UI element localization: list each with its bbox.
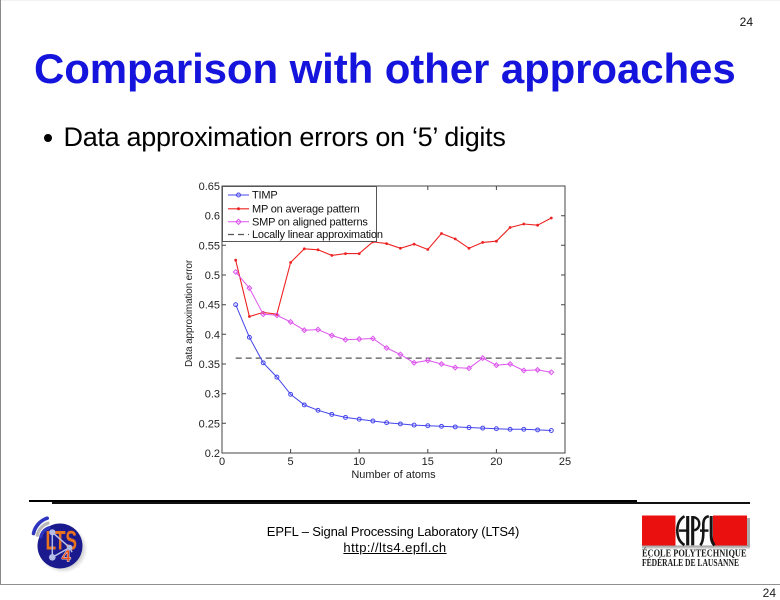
svg-text:0.35: 0.35	[199, 359, 220, 371]
svg-text:MP on average pattern: MP on average pattern	[252, 203, 360, 215]
svg-text:Data approximation error: Data approximation error	[184, 259, 195, 367]
svg-text:TIMP: TIMP	[252, 190, 277, 202]
svg-text:FÉDÉRALE DE LAUSANNE: FÉDÉRALE DE LAUSANNE	[642, 557, 739, 569]
svg-text:0.65: 0.65	[199, 181, 220, 193]
svg-text:15: 15	[422, 456, 434, 468]
svg-text:20: 20	[490, 456, 502, 468]
svg-text:0: 0	[219, 456, 225, 468]
svg-text:0.6: 0.6	[205, 211, 220, 223]
svg-text:0.45: 0.45	[199, 300, 220, 312]
svg-text:5: 5	[288, 456, 294, 468]
svg-text:25: 25	[559, 456, 571, 468]
svg-text:0.2: 0.2	[205, 448, 220, 460]
svg-text:ÉCOLE POLYTECHNIQUE: ÉCOLE POLYTECHNIQUE	[642, 548, 747, 560]
svg-text:Locally linear approximation: Locally linear approximation	[252, 229, 383, 241]
svg-text:0.55: 0.55	[199, 240, 220, 252]
svg-text:10: 10	[353, 456, 365, 468]
svg-text:0.4: 0.4	[205, 329, 220, 341]
svg-text:0.25: 0.25	[199, 418, 220, 430]
svg-text:4: 4	[62, 547, 72, 566]
svg-text:0.3: 0.3	[205, 389, 220, 401]
svg-text:0.5: 0.5	[205, 270, 220, 282]
svg-text:Number of atoms: Number of atoms	[351, 469, 436, 481]
svg-text:SMP on aligned patterns: SMP on aligned patterns	[252, 216, 368, 228]
